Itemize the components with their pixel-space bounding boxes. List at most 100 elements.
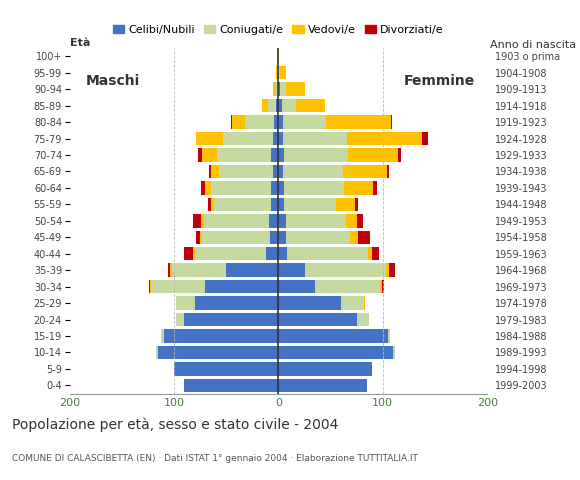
Bar (278, 362, 372, 376)
Bar (278, 148, 401, 162)
Bar (150, 280, 278, 293)
Bar (278, 280, 380, 293)
Bar (278, 280, 382, 293)
Bar (205, 280, 278, 293)
Bar (278, 362, 372, 376)
Bar (213, 198, 278, 211)
Text: Anno di nascita: Anno di nascita (490, 40, 576, 50)
Bar (278, 280, 315, 293)
Bar (161, 329, 278, 343)
Bar (174, 362, 278, 376)
Bar (223, 132, 278, 145)
Bar (271, 148, 278, 162)
Bar (278, 66, 286, 79)
Bar (200, 230, 278, 244)
Bar (211, 181, 278, 194)
Bar (231, 115, 278, 129)
Bar (245, 115, 278, 129)
Bar (276, 66, 278, 79)
Bar (278, 296, 365, 310)
Bar (164, 329, 278, 343)
Bar (278, 181, 344, 194)
Bar (278, 132, 427, 145)
Bar (278, 230, 350, 244)
Bar (202, 148, 278, 162)
Bar (196, 132, 278, 145)
Bar (278, 346, 393, 359)
Bar (278, 83, 304, 96)
Bar (278, 230, 286, 244)
Bar (278, 379, 367, 392)
Bar (278, 99, 296, 112)
Bar (278, 346, 396, 359)
Bar (278, 247, 372, 261)
Bar (278, 165, 282, 178)
Bar (278, 165, 387, 178)
Bar (226, 264, 278, 277)
Bar (156, 346, 278, 359)
Bar (278, 362, 372, 376)
Bar (184, 313, 278, 326)
Bar (184, 379, 278, 392)
Bar (278, 379, 367, 392)
Bar (271, 181, 278, 194)
Bar (278, 264, 389, 277)
Bar (278, 83, 304, 96)
Bar (278, 329, 390, 343)
Bar (278, 115, 282, 129)
Bar (278, 379, 367, 392)
Bar (278, 296, 365, 310)
Bar (184, 379, 278, 392)
Bar (149, 280, 278, 293)
Bar (273, 132, 278, 145)
Bar (278, 198, 284, 211)
Bar (269, 214, 278, 228)
Bar (278, 181, 374, 194)
Bar (271, 198, 278, 211)
Bar (193, 247, 278, 261)
Bar (278, 296, 364, 310)
Bar (276, 66, 278, 79)
Bar (278, 264, 304, 277)
Bar (196, 230, 278, 244)
Bar (278, 313, 369, 326)
Bar (278, 132, 422, 145)
Bar (201, 214, 278, 228)
Bar (176, 313, 278, 326)
Bar (278, 148, 349, 162)
Bar (195, 247, 278, 261)
Bar (278, 264, 396, 277)
Bar (278, 165, 343, 178)
Bar (278, 313, 357, 326)
Bar (278, 247, 368, 261)
Bar (278, 115, 391, 129)
Bar (278, 313, 369, 326)
Bar (168, 264, 278, 277)
Bar (278, 329, 390, 343)
Bar (176, 296, 278, 310)
Bar (274, 115, 278, 129)
Bar (209, 165, 278, 178)
Bar (184, 379, 278, 392)
Bar (174, 362, 278, 376)
Bar (196, 132, 278, 145)
Bar (278, 362, 372, 376)
Bar (278, 230, 358, 244)
Bar (268, 99, 278, 112)
Bar (158, 346, 278, 359)
Bar (195, 296, 278, 310)
Bar (278, 132, 347, 145)
Bar (278, 214, 363, 228)
Bar (278, 66, 281, 79)
Bar (278, 99, 325, 112)
Bar (278, 329, 388, 343)
Bar (161, 329, 278, 343)
Bar (278, 132, 282, 145)
Bar (217, 148, 278, 162)
Bar (176, 313, 278, 326)
Bar (176, 296, 278, 310)
Bar (201, 181, 278, 194)
Bar (273, 165, 278, 178)
Bar (174, 362, 278, 376)
Bar (202, 230, 278, 244)
